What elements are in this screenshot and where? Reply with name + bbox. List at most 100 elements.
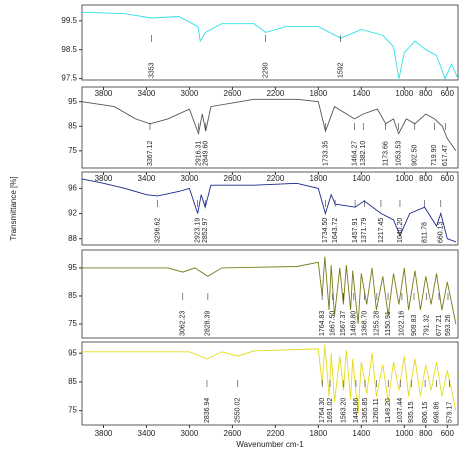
x-tick-label: 3800 — [95, 174, 113, 183]
peak-label: 2836.94 — [204, 398, 211, 423]
peak-label: 1667.50 — [329, 311, 336, 336]
peak-label: 3296.62 — [154, 218, 161, 243]
x-tick-label: 3800 — [95, 429, 113, 438]
peak-label: 1150.91 — [385, 311, 392, 336]
y-tick-label: 75 — [68, 319, 77, 328]
spectrum-line — [81, 178, 457, 243]
y-tick-label: 95 — [68, 348, 77, 357]
y-tick-label: 85 — [68, 377, 77, 386]
x-tick-label: 3000 — [181, 174, 199, 183]
x-tick-label: 800 — [419, 174, 433, 183]
x-tick-label: 2600 — [224, 429, 242, 438]
peak-label: 1643.72 — [332, 218, 339, 243]
y-tick-label: 96 — [68, 183, 77, 192]
peak-label: 1563.20 — [341, 398, 348, 423]
panel-frame — [81, 171, 459, 246]
panel-frame — [81, 341, 459, 426]
peak-label: 660.13 — [438, 221, 445, 243]
peak-label: 1040.20 — [397, 218, 404, 243]
peak-label: 1037.44 — [397, 398, 404, 423]
peak-label: 902.50 — [412, 144, 419, 166]
peak-label: 2828.39 — [205, 311, 212, 336]
peak-label: 1371.79 — [361, 218, 368, 243]
y-tick-label: 92 — [68, 209, 77, 218]
x-tick-label: 2200 — [266, 429, 284, 438]
y-tick-label: 95 — [68, 263, 77, 272]
y-tick-label: 95 — [68, 97, 77, 106]
x-tick-label: 3400 — [138, 174, 156, 183]
x-tick-label: 3000 — [181, 89, 199, 98]
peak-label: 698.86 — [433, 401, 440, 423]
peak-label: 2550.02 — [235, 398, 242, 423]
spectrum-line — [81, 98, 457, 152]
x-tick-label: 800 — [419, 429, 433, 438]
peak-label: 1022.16 — [399, 311, 406, 336]
y-tick-label: 99.5 — [61, 16, 77, 25]
peak-label: 1260.11 — [373, 398, 380, 423]
x-tick-label: 1000 — [395, 89, 413, 98]
y-tick-label: 88 — [68, 234, 77, 243]
x-tick-label: 800 — [419, 89, 433, 98]
y-tick-label: 85 — [68, 291, 77, 300]
x-tick-label: 2200 — [266, 89, 284, 98]
peak-label: 617.47 — [442, 144, 449, 166]
x-tick-label: 2600 — [224, 174, 242, 183]
peak-label: 2852.97 — [202, 218, 209, 243]
peak-label: 1469.80 — [351, 311, 358, 336]
x-tick-label: 1400 — [352, 174, 370, 183]
y-tick-label: 97.5 — [61, 74, 77, 83]
x-tick-label: 1400 — [352, 429, 370, 438]
peak-label: 909.83 — [411, 314, 418, 336]
peak-label: 1734.50 — [322, 218, 329, 243]
peak-label: 1382.10 — [360, 141, 367, 166]
y-tick-label: 75 — [68, 146, 77, 155]
peak-label: 593.26 — [445, 314, 452, 336]
peak-label: 719.90 — [431, 144, 438, 166]
y-axis-label: Transmittance [%] — [9, 176, 18, 240]
x-tick-label: 3400 — [138, 89, 156, 98]
peak-label: 2849.60 — [202, 141, 209, 166]
y-tick-label: 85 — [68, 121, 77, 130]
peak-label: 1053.53 — [395, 141, 402, 166]
x-tick-label: 3400 — [138, 429, 156, 438]
spectrum-line — [81, 11, 459, 80]
peak-label: 811.78 — [421, 222, 428, 243]
y-tick-label: 98.5 — [61, 45, 77, 54]
peak-label: 1592 — [338, 62, 345, 78]
panel-frame — [81, 86, 459, 169]
spectrum-line — [82, 344, 457, 414]
peak-label: 1365.85 — [362, 398, 369, 423]
peak-label: 1217.45 — [378, 218, 385, 243]
peak-label: 1449.66 — [353, 398, 360, 423]
peak-label: 1255.28 — [374, 311, 381, 336]
x-tick-label: 2200 — [266, 174, 284, 183]
panel-frame — [81, 249, 459, 339]
peak-label: 1149.20 — [385, 398, 392, 423]
x-tick-label: 1000 — [395, 174, 413, 183]
peak-label: 3367.12 — [147, 141, 154, 166]
x-tick-label: 2600 — [224, 89, 242, 98]
peak-label: 3062.23 — [180, 311, 187, 336]
y-tick-label: 75 — [68, 406, 77, 415]
x-tick-label: 3000 — [181, 429, 199, 438]
peak-label: 677.21 — [436, 314, 443, 336]
peak-label: 1457.91 — [352, 218, 359, 243]
x-tick-label: 600 — [441, 429, 455, 438]
x-tick-label: 1800 — [309, 429, 327, 438]
peak-label: 1173.66 — [382, 141, 389, 166]
x-tick-label: 1000 — [395, 429, 413, 438]
peak-label: 791.32 — [424, 314, 431, 336]
peak-label: 1464.27 — [351, 141, 358, 166]
x-axis-label: Wavenumber cm-1 — [236, 440, 304, 449]
peak-label: 1368.70 — [362, 311, 369, 336]
x-tick-label: 3800 — [95, 89, 113, 98]
x-tick-label: 1400 — [352, 89, 370, 98]
peak-label: 1567.37 — [340, 311, 347, 336]
peak-label: 1764.30 — [319, 398, 326, 423]
peak-label: 2916.31 — [195, 141, 202, 166]
peak-label: 1691.02 — [327, 398, 334, 423]
x-tick-label: 1800 — [309, 174, 327, 183]
peak-label: 935.15 — [408, 401, 415, 423]
panel-frame — [81, 4, 459, 81]
